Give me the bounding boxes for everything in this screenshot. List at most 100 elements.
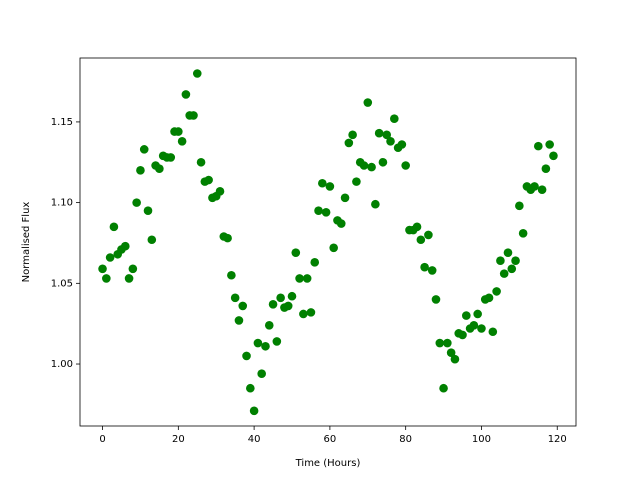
data-point [416, 235, 426, 245]
data-point [249, 406, 259, 416]
data-point [302, 274, 312, 283]
plot-frame [79, 57, 577, 427]
data-point [439, 383, 448, 393]
data-point [378, 157, 388, 167]
data-point [412, 222, 422, 232]
data-point [371, 199, 380, 209]
x-tick-label: 60 [324, 434, 337, 445]
data-point [401, 161, 410, 170]
x-tick-label: 80 [399, 434, 412, 445]
y-axis-label: Normalised Flux [21, 202, 32, 283]
data-point [359, 161, 369, 170]
data-point [299, 309, 308, 319]
data-point [458, 330, 467, 340]
data-point [227, 270, 236, 280]
data-point [537, 185, 547, 195]
data-point [230, 293, 240, 303]
data-point [518, 228, 528, 238]
data-point [450, 354, 460, 364]
data-point [336, 219, 346, 228]
y-tick-label: 1.00 [51, 359, 73, 370]
data-point [98, 264, 107, 274]
data-point [238, 301, 248, 311]
data-point [545, 140, 554, 149]
data-point [295, 274, 304, 283]
data-point [105, 253, 115, 262]
data-point [549, 151, 558, 161]
data-point [318, 178, 327, 188]
data-point [276, 293, 285, 303]
data-point [443, 338, 452, 348]
data-point [223, 233, 232, 243]
data-point [192, 69, 202, 78]
x-tick-label: 40 [248, 434, 261, 445]
data-point [177, 136, 187, 146]
data-point [102, 274, 111, 283]
data-point [272, 337, 282, 346]
data-point [124, 274, 134, 283]
data-point [242, 351, 251, 361]
data-point [287, 291, 297, 301]
data-point [325, 182, 335, 191]
data-point [181, 90, 191, 99]
data-point [321, 208, 331, 217]
data-point [488, 327, 498, 337]
data-point [397, 140, 407, 149]
data-point [484, 293, 494, 303]
x-axis-label: Time (Hours) [295, 458, 361, 469]
data-point [306, 308, 316, 317]
data-point [264, 320, 274, 330]
data-point [499, 269, 509, 278]
data-point [174, 127, 183, 136]
data-point [541, 164, 551, 174]
data-point [268, 300, 278, 309]
data-point [469, 320, 479, 330]
x-tick-label: 0 [99, 434, 105, 445]
y-tick-label: 1.05 [51, 278, 73, 289]
y-tick-label: 1.15 [51, 117, 73, 128]
data-point [390, 114, 399, 123]
data-point [291, 248, 301, 257]
data-point [329, 243, 338, 253]
data-point [246, 383, 255, 393]
data-point [374, 128, 384, 138]
data-point [477, 324, 486, 333]
data-point [496, 256, 505, 266]
data-point [431, 295, 441, 304]
data-point [166, 153, 176, 162]
y-tick-label: 1.10 [51, 198, 73, 209]
data-point [533, 141, 543, 151]
data-point [253, 338, 263, 348]
data-point [257, 369, 266, 379]
data-point [310, 258, 320, 267]
data-point [435, 338, 445, 348]
data-point [462, 311, 471, 320]
data-point [363, 98, 373, 107]
data-point [147, 235, 157, 245]
data-point [446, 348, 456, 358]
data-point [155, 164, 164, 174]
data-point [120, 241, 130, 251]
x-tick-label: 120 [548, 434, 567, 445]
data-point [427, 266, 437, 275]
data-point [348, 130, 357, 140]
x-tick-label: 100 [472, 434, 491, 445]
data-point [352, 177, 361, 186]
data-point [128, 264, 138, 274]
data-point [139, 145, 149, 154]
data-point [196, 157, 206, 167]
data-point [136, 166, 145, 175]
data-point [511, 256, 520, 266]
data-point [283, 301, 293, 311]
data-point [189, 111, 198, 120]
data-point [261, 341, 270, 351]
data-point [420, 262, 429, 272]
data-point [314, 206, 323, 215]
data-point [204, 175, 213, 185]
data-point [234, 316, 244, 325]
data-point [424, 230, 433, 240]
data-point [515, 201, 524, 211]
data-point [344, 138, 354, 148]
data-point [507, 264, 517, 274]
